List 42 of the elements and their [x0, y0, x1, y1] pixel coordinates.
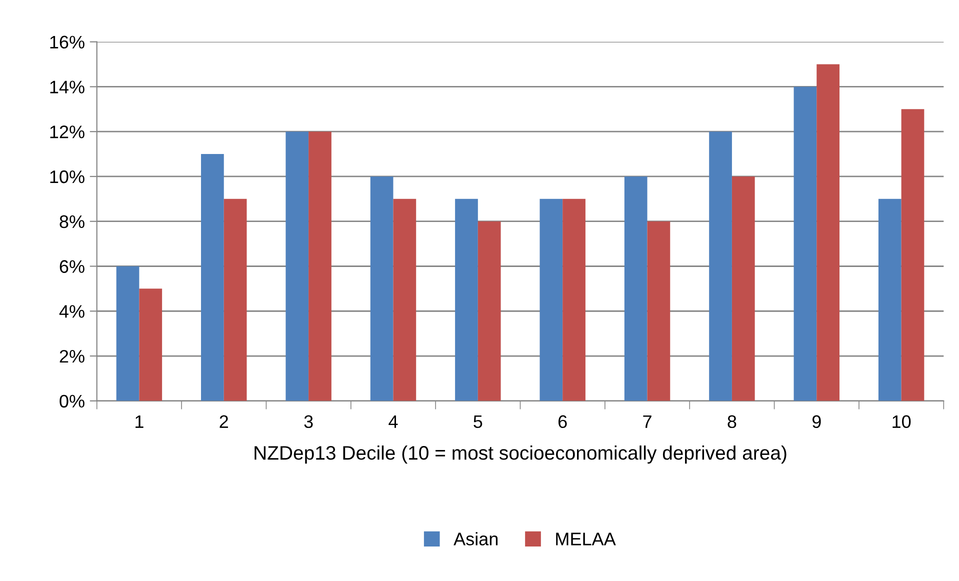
bar	[794, 86, 817, 401]
x-tick-label: 7	[643, 415, 652, 428]
bar	[139, 288, 162, 401]
bar	[562, 198, 586, 401]
bar	[478, 221, 501, 401]
bar	[624, 176, 648, 401]
y-tick-label: 6%	[60, 260, 84, 273]
bar	[816, 64, 840, 401]
bar	[901, 109, 924, 401]
x-tick-label: 2	[220, 415, 228, 428]
bar	[224, 198, 247, 401]
bar	[393, 198, 416, 401]
bar	[647, 221, 670, 401]
bar	[540, 198, 563, 401]
bar	[878, 198, 902, 401]
y-tick-label: 4%	[59, 305, 84, 318]
x-tick-label: 3	[304, 415, 313, 428]
y-tick-label: 8%	[60, 215, 84, 228]
y-tick-label: 0%	[60, 394, 84, 408]
legend-label: Asian	[454, 532, 498, 546]
y-tick-label: 2%	[60, 350, 84, 363]
x-tick-label: 10	[892, 415, 911, 428]
bar	[732, 176, 755, 401]
x-tick-label: 6	[558, 415, 567, 428]
bar	[455, 198, 478, 401]
y-tick-label: 10%	[50, 170, 84, 184]
x-tick-label: 8	[728, 415, 736, 428]
bar	[308, 132, 332, 401]
bar	[709, 132, 732, 401]
bar	[116, 266, 140, 401]
legend-label: MELAA	[556, 532, 616, 546]
y-tick-label: 12%	[50, 126, 84, 138]
x-tick-label: 5	[474, 415, 482, 428]
x-tick-label: 4	[388, 415, 398, 428]
x-tick-label: 9	[812, 415, 821, 428]
x-tick-label: 1	[136, 415, 144, 428]
bar	[201, 154, 224, 401]
y-tick-label: 16%	[50, 36, 84, 49]
y-tick-label: 14%	[50, 80, 84, 94]
x-axis-title: NZDep13 Decile (10 = most socioeconomically deprived area)	[254, 446, 786, 464]
bar	[286, 132, 309, 401]
bar	[370, 176, 394, 401]
